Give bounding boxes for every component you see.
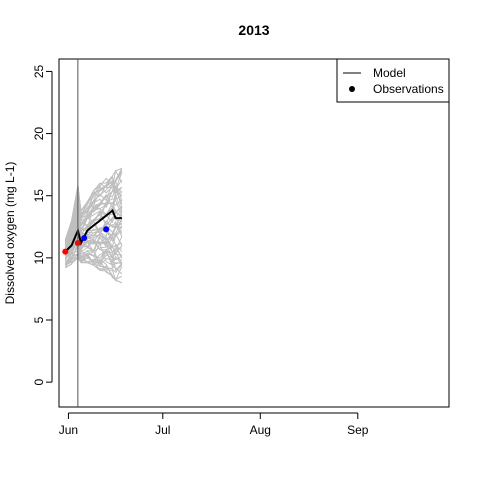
y-tick-label: 25 xyxy=(32,64,46,78)
chart-title: 2013 xyxy=(238,22,269,38)
x-tick-label: Sep xyxy=(347,423,369,437)
observation-points xyxy=(62,226,110,255)
y-axis-label: Dissolved oxygen (mg L-1) xyxy=(3,162,17,305)
ensemble-line xyxy=(64,169,123,240)
y-tick-label: 15 xyxy=(32,189,46,203)
legend-observations-swatch xyxy=(349,86,355,92)
observation-point xyxy=(62,248,69,255)
ensemble-line xyxy=(65,257,123,282)
legend-model-label: Model xyxy=(373,66,406,80)
y-tick-label: 10 xyxy=(32,251,46,265)
observation-point xyxy=(81,234,88,241)
legend: Model Observations xyxy=(336,58,450,103)
y-tick-label: 5 xyxy=(32,316,46,323)
ensemble-line xyxy=(64,167,123,240)
axes: 0 5 10 15 20 25 Jun Jul Aug Sep xyxy=(32,58,450,437)
x-tick-label: Jul xyxy=(155,423,170,437)
legend-observations-label: Observations xyxy=(373,82,444,96)
ensemble-lines xyxy=(64,167,123,284)
y-tick-label: 20 xyxy=(32,127,46,141)
y-tick-label: 0 xyxy=(32,378,46,385)
legend-box xyxy=(336,58,450,103)
plot-frame xyxy=(58,58,450,408)
x-tick-label: Aug xyxy=(250,423,271,437)
x-tick-label: Jun xyxy=(59,423,78,437)
model-line xyxy=(64,208,122,253)
observation-point xyxy=(103,226,110,233)
model-series xyxy=(64,208,122,253)
